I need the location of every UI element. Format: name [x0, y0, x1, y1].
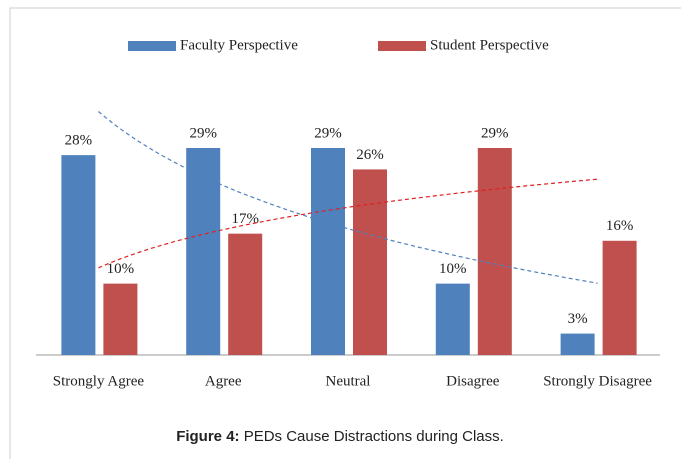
- data-label: 10%: [107, 261, 135, 277]
- caption-label: Figure 4:: [176, 428, 239, 445]
- x-tick-label: Disagree: [446, 373, 500, 389]
- caption-text: PEDs Cause Distractions during Class.: [244, 428, 504, 445]
- trendline: [98, 178, 598, 269]
- data-label: 10%: [439, 261, 467, 277]
- caption: Figure 4: PEDs Cause Distractions during…: [176, 428, 504, 445]
- data-label: 29%: [481, 125, 509, 141]
- legend-label: Faculty Perspective: [180, 37, 298, 53]
- x-tick-label: Strongly Disagree: [543, 373, 652, 389]
- frame: [9, 7, 681, 459]
- bar: [61, 155, 96, 355]
- data-label: 17%: [231, 211, 259, 227]
- data-label: 28%: [65, 133, 93, 149]
- trendline: [98, 111, 598, 284]
- x-tick-label: Strongly Agree: [53, 373, 145, 389]
- bar: [560, 333, 595, 355]
- bar: [477, 148, 512, 355]
- data-label: 3%: [568, 311, 588, 327]
- data-label: 16%: [606, 218, 634, 234]
- legend-swatch: [378, 41, 426, 51]
- bar: [602, 240, 637, 355]
- bar: [186, 148, 221, 355]
- bar: [103, 283, 138, 355]
- x-tick-label: Neutral: [326, 373, 371, 389]
- bar: [311, 148, 345, 355]
- data-label: 26%: [356, 147, 384, 163]
- bar: [353, 169, 387, 355]
- bar: [228, 233, 263, 355]
- data-label: 29%: [314, 125, 342, 141]
- data-label: 29%: [189, 125, 217, 141]
- bar: [435, 283, 470, 355]
- legend-label: Student Perspective: [430, 37, 549, 53]
- legend-swatch: [128, 41, 176, 51]
- x-tick-label: Agree: [205, 373, 242, 389]
